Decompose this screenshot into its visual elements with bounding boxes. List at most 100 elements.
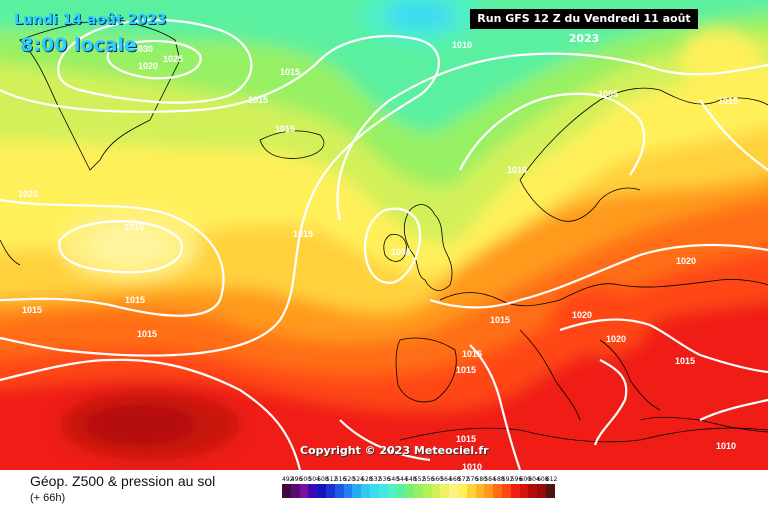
scale-value: 600 [519, 476, 531, 483]
scale-value: 560 [431, 476, 443, 483]
scale-value: 556 [422, 476, 435, 483]
isobar-label: 1020 [606, 334, 626, 344]
isobar-label: 1025 [163, 54, 183, 64]
scale-swatch [528, 484, 538, 498]
isobar-label: 1020 [138, 61, 158, 71]
scale-value: 564 [440, 476, 452, 483]
scale-swatch [537, 484, 546, 498]
isobar-label: 1010 [124, 222, 144, 232]
isobar-label: 1010 [452, 40, 472, 50]
scale-value: 568 [449, 476, 461, 483]
scale-value: 608 [537, 476, 549, 483]
isobar-label: 1020 [676, 256, 696, 266]
scale-swatch [334, 484, 344, 498]
geopotential-field [0, 0, 768, 470]
scale-swatch [361, 484, 370, 498]
scale-swatch [493, 484, 502, 498]
scale-swatch [405, 484, 414, 498]
isobar-label: 1015 [718, 96, 738, 106]
scale-swatch [352, 484, 362, 498]
scale-swatch [440, 484, 450, 498]
scale-value: 524 [352, 476, 364, 483]
isobar-label: 1015 [137, 329, 157, 339]
isobar-label: 1015 [293, 229, 313, 239]
scale-value: 580 [475, 476, 487, 483]
isobar-label: 1010 [462, 462, 482, 470]
forecast-date: Lundi 14 août 2023 [14, 12, 167, 28]
isobar-label: 1010 [716, 441, 736, 451]
legend-panel: Géop. Z500 & pression au sol (+ 66h) 492… [0, 470, 768, 512]
scale-swatch [431, 484, 441, 498]
scale-value: 596 [510, 476, 523, 483]
isobar-label: 1015 [280, 67, 300, 77]
isobar-label: 1015 [462, 349, 482, 359]
scale-value: 604 [528, 476, 540, 483]
scale-swatch [317, 484, 326, 498]
scale-value: 612 [545, 476, 558, 483]
isobars [0, 18, 768, 470]
scale-value: 592 [501, 476, 514, 483]
isobar-label: 1020 [18, 189, 38, 199]
forecast-time: 8:00 locale [20, 34, 137, 56]
isobar-label: 1015 [456, 365, 476, 375]
isobar-labels: 1030 1025 1020 1015 1015 1010 1015 1005 … [18, 40, 738, 470]
isobar-label: 1015 [490, 315, 510, 325]
scale-value: 544 [396, 476, 408, 483]
scale-value: 588 [493, 476, 505, 483]
scale-swatch [457, 484, 467, 498]
scale-value: 572 [457, 476, 470, 483]
scale-value: 500 [299, 476, 312, 483]
scale-swatch [475, 484, 485, 498]
scale-value: 508 [317, 476, 329, 483]
scale-swatch [308, 484, 318, 498]
scale-swatch [290, 484, 300, 498]
scale-value: 540 [387, 476, 400, 483]
isobar-label: 1005 [598, 89, 618, 99]
isobar-label: 1015 [275, 124, 295, 134]
isobar-label: 1015 [456, 434, 476, 444]
isobar-label: 1005 [391, 247, 411, 257]
isobar-label: 1015 [22, 305, 42, 315]
scale-swatch [466, 484, 476, 498]
scale-swatch [545, 484, 555, 498]
isobar-label: 1010 [507, 165, 527, 175]
copyright: Copyright © 2023 Meteociel.fr [300, 444, 489, 457]
weather-map: 1030 1025 1020 1015 1015 1010 1015 1005 … [0, 0, 768, 470]
scale-swatch [449, 484, 458, 498]
scale-swatch [519, 484, 529, 498]
scale-value: 504 [308, 476, 320, 483]
scale-labels: 492 496 500 504 508 512 516 520 524 528 532 536 540 5… [282, 476, 558, 484]
scale-swatch [422, 484, 432, 498]
run-info: Run GFS 12 Z du Vendredi 11 août 2023 [470, 9, 698, 45]
scale-swatch [484, 484, 494, 498]
scale-value: 532 [369, 476, 382, 483]
scale-swatch [501, 484, 511, 498]
scale-value: 584 [484, 476, 496, 483]
scale-value: 552 [413, 476, 426, 483]
scale-swatch [343, 484, 353, 498]
scale-value: 512 [325, 476, 338, 483]
legend-subtitle: (+ 66h) [30, 492, 66, 504]
scale-swatch [396, 484, 406, 498]
coastlines [0, 19, 768, 443]
isobar-label: 1030 [133, 44, 153, 54]
scale-value: 548 [405, 476, 417, 483]
scale-swatch [369, 484, 379, 498]
scale-swatch [387, 484, 397, 498]
isobar-label: 1020 [572, 310, 592, 320]
scale-swatch [413, 484, 423, 498]
scale-value: 516 [334, 476, 347, 483]
scale-bar [282, 484, 555, 498]
scale-swatch [282, 484, 291, 498]
scale-swatch [510, 484, 520, 498]
scale-value: 576 [466, 476, 479, 483]
scale-value: 496 [290, 476, 303, 483]
legend-title: Géop. Z500 & pression au sol [30, 473, 216, 489]
scale-swatch [299, 484, 309, 498]
isobar-label: 1015 [248, 95, 268, 105]
scale-swatch [378, 484, 388, 498]
scale-value: 520 [343, 476, 356, 483]
scale-value: 536 [378, 476, 391, 483]
isobar-label: 1015 [125, 295, 145, 305]
